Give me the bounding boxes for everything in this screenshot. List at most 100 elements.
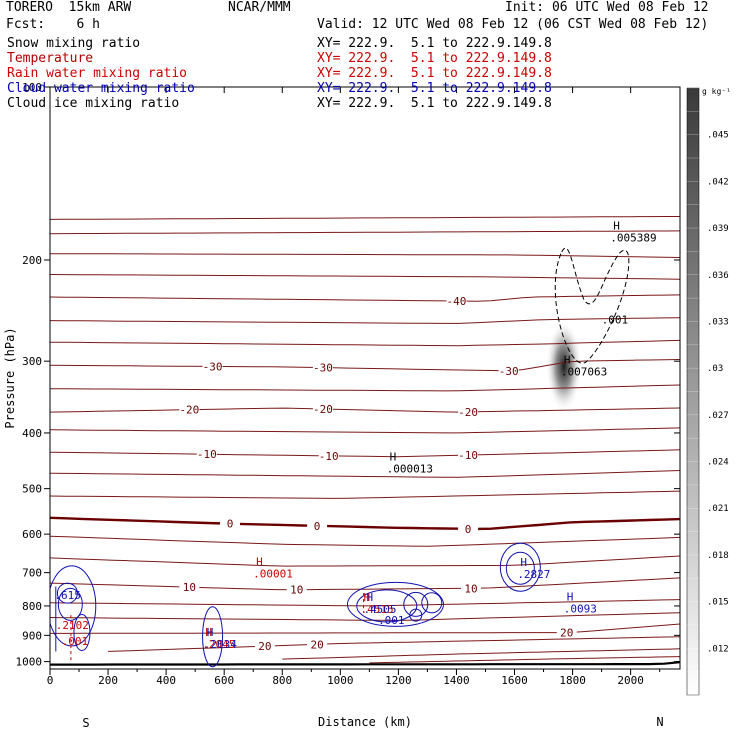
field-temperature: Temperature	[7, 51, 94, 66]
plot-frame	[49, 86, 681, 670]
temperature-isotherm	[108, 636, 680, 652]
extremum-marker: H	[207, 626, 214, 639]
isotherm-label: -20	[458, 406, 478, 419]
isotherm-label-bg	[179, 404, 200, 415]
y-tick-label: 700	[22, 567, 42, 580]
temperature-isotherm	[50, 516, 680, 531]
x-tick-label: 400	[156, 674, 176, 687]
temperature-isotherm	[50, 490, 680, 499]
extremum-value: .005389	[610, 231, 656, 244]
isotherm-label: -20	[313, 403, 333, 416]
temperature-isotherm	[50, 612, 680, 622]
xy-snow: XY= 222.9. 5.1 to 222.9.149.8	[317, 36, 552, 51]
isotherm-label: -40	[447, 295, 467, 308]
x-tick-label: 1000	[327, 674, 354, 687]
extremum-marker: H	[567, 590, 574, 603]
cloud-water-contour	[499, 542, 541, 592]
cloud-water-contour	[73, 614, 91, 652]
colorbar-tick-label: .015	[707, 598, 729, 608]
y-tick-label: 400	[22, 427, 42, 440]
temperature-isotherm	[50, 599, 680, 607]
field-cloud-water: Cloud water mixing ratio	[7, 81, 195, 96]
temperature-isotherm	[50, 274, 680, 280]
extremum-value: .007063	[561, 366, 607, 379]
isotherm-label-bg	[286, 584, 307, 595]
y-tick-label: 200	[22, 254, 42, 267]
cloud-water-contour	[202, 606, 224, 668]
temperature-isotherm	[50, 359, 680, 372]
y-tick-label: 500	[22, 483, 42, 496]
colorbar-tick-label: .033	[707, 317, 729, 327]
extremum-marker: H	[256, 555, 263, 568]
colorbar-tick-label: .042	[707, 177, 729, 187]
y-tick-label: 300	[22, 355, 42, 368]
cloud-water-contour	[346, 581, 444, 627]
x-tick-label: 1600	[501, 674, 528, 687]
colorbar-tick-label: .03	[707, 364, 723, 374]
extremum-value: .4505	[363, 603, 396, 616]
valid-time: Valid: 12 UTC Wed 08 Feb 12 (06 CST Wed …	[317, 17, 709, 32]
model-title: TORERO 15km ARW	[6, 0, 132, 15]
isotherm-label-bg	[307, 639, 328, 650]
field-rain: Rain water mixing ratio	[7, 66, 188, 81]
isotherm-label: -30	[499, 365, 519, 378]
isotherm-label: -30	[203, 360, 223, 373]
y-tick-label: 100	[22, 81, 42, 94]
extremum-value: .2827	[517, 568, 550, 581]
colorbar-tick-label: .021	[707, 504, 729, 514]
isotherm-label-bg	[458, 406, 479, 417]
snow-mixing-ratio-shading	[545, 324, 582, 417]
x-tick-label: 1400	[443, 674, 470, 687]
colorbar-tick-label: .012	[707, 644, 729, 654]
y-tick-label: 1000	[16, 656, 43, 669]
x-tick-label: 1200	[385, 674, 412, 687]
temperature-isotherm	[50, 339, 680, 347]
cloud-water-contour	[56, 582, 78, 604]
cloud-water-contour	[356, 589, 418, 623]
temperature-isotherm	[50, 577, 680, 591]
x-tick-label: 600	[214, 674, 234, 687]
extremum-value: .2034	[204, 638, 237, 651]
colorbar-tick-label: .036	[707, 271, 729, 281]
temperature-isotherm	[50, 535, 680, 547]
isotherm-label: -10	[319, 450, 339, 463]
extremum-marker: H	[564, 354, 571, 367]
y-axis-label: Pressure (hPa)	[3, 327, 17, 428]
contour-value-label: .615	[54, 589, 81, 602]
extremum-marker: H	[613, 219, 620, 232]
temperature-isotherm	[50, 253, 680, 258]
extremum-value: .4515	[361, 603, 394, 616]
cloud-water-contour	[403, 591, 429, 617]
colorbar-tick-label: .027	[707, 411, 729, 421]
cloud-water-contour	[409, 608, 423, 622]
isotherm-label: 10	[183, 581, 196, 594]
contour-value-label: .001	[62, 635, 88, 648]
isotherm-label-bg	[179, 582, 200, 593]
isotherm-label: 0	[227, 518, 234, 531]
x-axis-label: Distance (km)	[318, 715, 412, 729]
cloud-water-contour	[50, 565, 97, 647]
isotherm-label-bg	[312, 404, 333, 415]
x-tick-label: 200	[98, 674, 118, 687]
temperature-isotherm	[50, 384, 680, 392]
temperature-isotherm	[50, 623, 680, 634]
north-end-label: N	[656, 715, 663, 729]
contour-value-label: .001	[378, 614, 405, 627]
extremum-value: .0093	[564, 602, 597, 615]
isotherm-label: 10	[464, 582, 477, 595]
colorbar-tick-label: .039	[707, 224, 729, 234]
y-tick-label: 800	[22, 600, 42, 613]
xy-temperature: XY= 222.9. 5.1 to 222.9.149.8	[317, 51, 552, 66]
isotherm-label-bg	[446, 296, 467, 307]
contour-labels: -40 -30 -30 -30 -20 -20 -20 -10 -10 -10 0 0 0 10 10 10 2…	[54, 219, 656, 653]
extremum-value: .000013	[387, 463, 433, 476]
temperature-isotherm	[282, 648, 680, 660]
extremum-value: .00001	[253, 567, 293, 580]
isotherm-label: -20	[179, 404, 199, 417]
x-tick-label: 1800	[559, 674, 586, 687]
isotherm-label-bg	[556, 627, 577, 638]
temperature-isotherm	[50, 317, 680, 324]
isotherm-label: -30	[313, 362, 333, 375]
x-tick-label: 800	[272, 674, 292, 687]
cloud-water-contour	[57, 587, 83, 621]
